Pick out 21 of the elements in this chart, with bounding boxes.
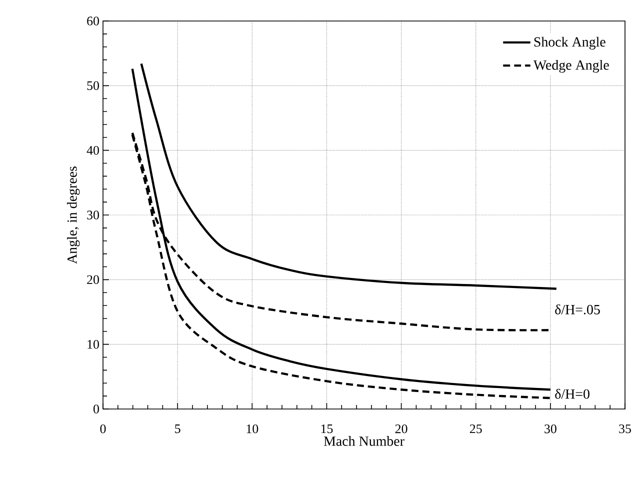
annotation: δ/H=.05 — [555, 304, 600, 314]
y-axis-title: Angle, in degrees — [66, 166, 80, 264]
x-tick-label: 30 — [544, 424, 556, 434]
x-tick-label: 25 — [470, 424, 482, 434]
y-tick-label: 60 — [87, 16, 99, 26]
x-axis-title: Mach Number — [324, 436, 404, 446]
x-tick-label: 20 — [395, 424, 408, 434]
x-tick-label: 35 — [619, 424, 631, 434]
x-tick-label: 10 — [246, 424, 258, 434]
y-tick-label: 40 — [86, 146, 99, 155]
y-tick-label: 20 — [87, 275, 99, 284]
y-tick-label: 30 — [87, 210, 99, 220]
x-tick-label: 15 — [321, 424, 333, 434]
y-tick-label: 0 — [94, 404, 99, 414]
annotation: δ/H=0 — [555, 388, 590, 399]
y-tick-label: 10 — [88, 340, 99, 349]
legend-label: Shock Angle — [534, 36, 606, 50]
x-tick-label: 5 — [175, 424, 180, 434]
y-tick-label: 50 — [87, 81, 99, 90]
legend-label: Wedge Angle — [533, 60, 609, 73]
x-tick-label: 0 — [100, 424, 106, 434]
